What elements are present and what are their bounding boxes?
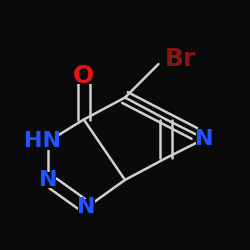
Text: Br: Br (164, 47, 196, 71)
Text: HN: HN (24, 132, 61, 152)
Text: N: N (196, 129, 214, 149)
FancyBboxPatch shape (74, 67, 94, 84)
Text: N: N (77, 198, 96, 218)
FancyBboxPatch shape (78, 199, 95, 216)
FancyBboxPatch shape (29, 133, 56, 150)
FancyBboxPatch shape (40, 172, 56, 188)
FancyBboxPatch shape (196, 130, 213, 147)
Text: N: N (39, 170, 57, 190)
Text: O: O (73, 64, 94, 88)
FancyBboxPatch shape (164, 51, 196, 67)
